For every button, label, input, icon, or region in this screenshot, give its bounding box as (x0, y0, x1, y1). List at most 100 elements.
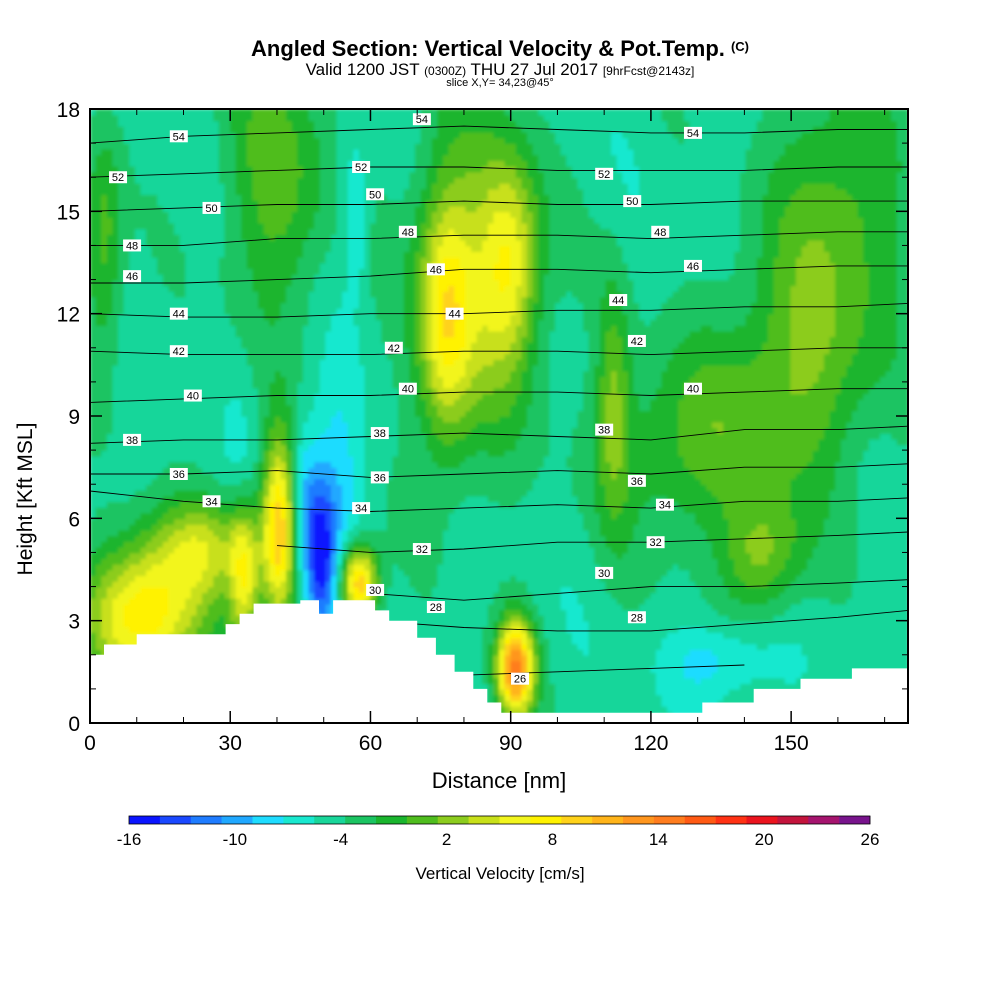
velocity-cell (756, 660, 764, 667)
velocity-cell (773, 609, 780, 616)
velocity-cell (874, 660, 881, 667)
velocity-cell (392, 614, 399, 622)
velocity-cell (633, 603, 640, 611)
velocity-cell (650, 637, 657, 645)
velocity-cell (678, 626, 685, 633)
velocity-cell (622, 614, 629, 622)
velocity-cell (566, 705, 573, 713)
velocity-cell (896, 637, 904, 645)
velocity-cell (454, 558, 461, 565)
velocity-cell (112, 592, 119, 599)
velocity-cell (381, 580, 388, 588)
velocity-cell (112, 637, 119, 645)
velocity-cell (442, 552, 450, 559)
velocity-cell (683, 580, 691, 588)
velocity-cell (588, 620, 596, 628)
velocity-cell (891, 563, 898, 571)
velocity-cell (241, 592, 248, 599)
velocity-cell (426, 632, 433, 639)
velocity-cell (470, 541, 478, 548)
velocity-cell (162, 529, 170, 537)
velocity-cell (571, 700, 579, 707)
velocity-cell (263, 535, 271, 542)
velocity-cell (493, 626, 500, 633)
velocity-cell (745, 563, 752, 571)
velocity-cell (146, 620, 153, 628)
velocity-cell (885, 592, 892, 599)
velocity-cell (599, 592, 607, 599)
velocity-cell (185, 552, 192, 559)
velocity-cell (795, 546, 803, 554)
velocity-cell (801, 552, 808, 559)
velocity-cell (414, 535, 422, 542)
velocity-cell (190, 603, 198, 611)
velocity-cell (538, 683, 545, 690)
velocity-cell (487, 575, 495, 582)
velocity-cell (728, 563, 736, 571)
velocity-cell (90, 546, 97, 554)
velocity-cell (823, 552, 831, 559)
velocity-cell (773, 541, 780, 548)
velocity-cell (711, 552, 719, 559)
velocity-cell (751, 609, 758, 616)
velocity-cell (812, 666, 820, 673)
velocity-cell (823, 620, 831, 628)
velocity-cell (532, 666, 540, 673)
velocity-cell (420, 592, 427, 599)
velocity-cell (398, 535, 405, 542)
velocity-cell (123, 535, 131, 542)
velocity-cell (470, 637, 478, 645)
velocity-cell (863, 592, 870, 599)
velocity-cell (549, 609, 556, 616)
velocity-cell (330, 558, 338, 565)
velocity-cell (672, 626, 680, 633)
velocity-cell (840, 586, 848, 594)
velocity-cell (896, 552, 904, 559)
velocity-cell (891, 575, 898, 582)
velocity-cell (246, 575, 254, 582)
velocity-cell (174, 535, 181, 542)
velocity-cell (448, 637, 455, 645)
velocity-cell (639, 586, 646, 594)
velocity-cell (162, 626, 170, 633)
velocity-cell (375, 541, 383, 548)
velocity-cell (773, 575, 780, 582)
velocity-cell (717, 609, 724, 616)
velocity-cell (605, 546, 612, 554)
velocity-cell (353, 535, 360, 542)
velocity-cell (330, 535, 338, 542)
velocity-cell (902, 569, 908, 576)
velocity-cell (230, 614, 237, 622)
velocity-cell (566, 529, 573, 537)
velocity-cell (549, 683, 556, 690)
velocity-cell (790, 552, 797, 559)
velocity-cell (840, 597, 848, 605)
velocity-cell (398, 546, 405, 554)
velocity-cell (644, 637, 652, 645)
velocity-cell (807, 603, 814, 611)
velocity-cell (118, 580, 125, 588)
velocity-cell (420, 552, 427, 559)
velocity-cell (409, 558, 416, 565)
velocity-cell (381, 529, 388, 537)
velocity-cell (476, 603, 483, 611)
velocity-cell (157, 603, 164, 611)
velocity-cell (555, 688, 562, 696)
velocity-cell (112, 529, 119, 537)
velocity-cell (353, 575, 360, 582)
velocity-cell (745, 592, 752, 599)
velocity-cell (767, 541, 775, 548)
velocity-cell (717, 586, 724, 594)
velocity-cell (555, 558, 562, 565)
velocity-cell (790, 626, 797, 633)
velocity-cell (106, 626, 114, 633)
velocity-cell (812, 563, 820, 571)
velocity-cell (627, 541, 635, 548)
velocity-cell (683, 677, 691, 685)
velocity-cell (594, 671, 601, 679)
velocity-cell (857, 546, 864, 554)
velocity-cell (487, 626, 495, 633)
velocity-cell (588, 688, 596, 696)
velocity-cell (386, 580, 394, 588)
velocity-cell (683, 575, 691, 582)
